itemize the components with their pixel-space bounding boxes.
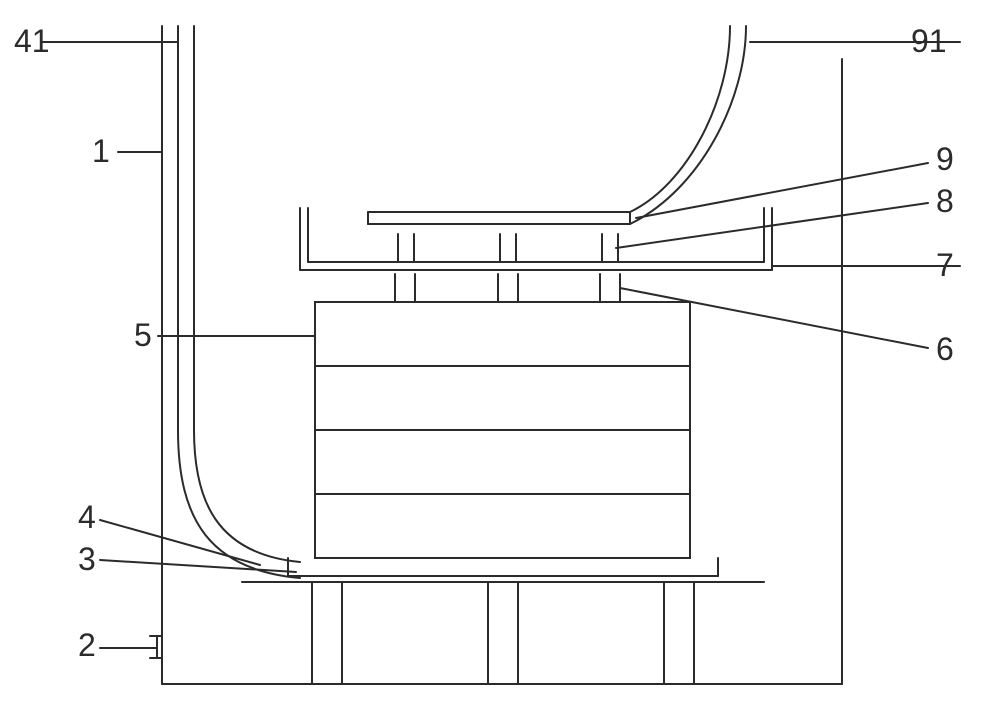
diagram-canvas: 41 91 1 9 8 7 5 6 4 3 2 xyxy=(0,0,1000,706)
label-n3: 3 xyxy=(78,541,96,577)
shapes xyxy=(150,26,842,684)
label-n6: 6 xyxy=(936,331,954,367)
label-n41: 41 xyxy=(14,23,50,59)
label-n4: 4 xyxy=(78,499,96,535)
label-n7: 7 xyxy=(936,247,954,283)
lower-chute-inner xyxy=(194,26,300,562)
upper-chute-outer xyxy=(368,26,746,224)
labels: 41 91 1 9 8 7 5 6 4 3 2 xyxy=(14,23,954,663)
label-n8: 8 xyxy=(936,183,954,219)
label-n91: 91 xyxy=(911,23,947,59)
leader-n4 xyxy=(100,520,260,565)
label-n9: 9 xyxy=(936,141,954,177)
label-n2: 2 xyxy=(78,627,96,663)
label-n5: 5 xyxy=(134,317,152,353)
leader-n3 xyxy=(100,560,296,572)
leader-n6 xyxy=(620,288,928,348)
lower-chute-outer xyxy=(178,26,300,578)
upper-chute-inner xyxy=(630,26,730,224)
label-n1: 1 xyxy=(92,133,110,169)
